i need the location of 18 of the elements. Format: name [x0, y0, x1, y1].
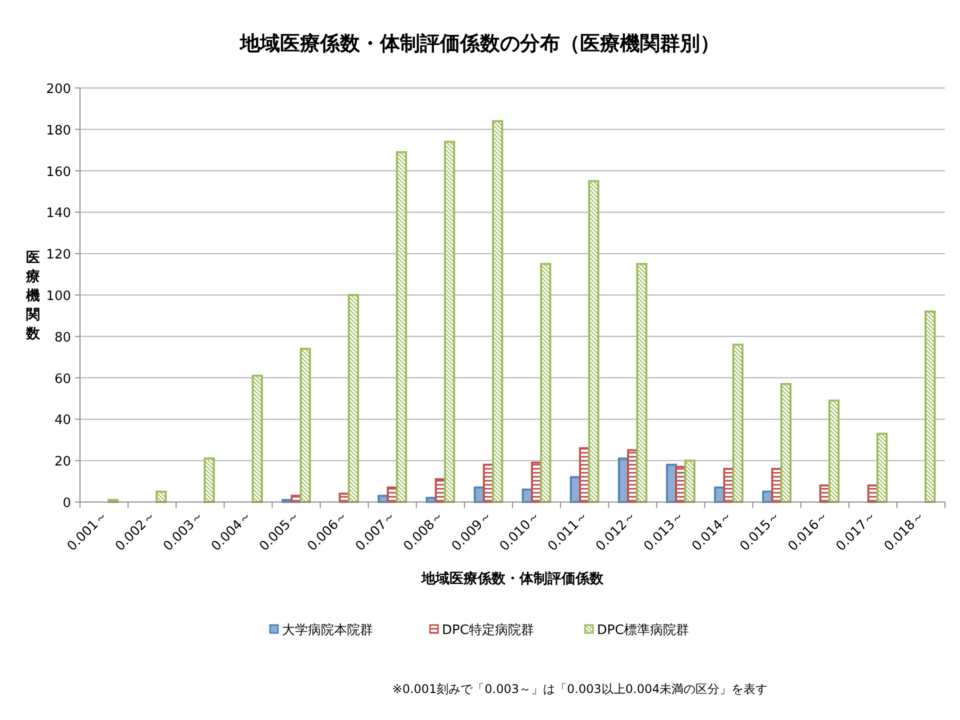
y-tick-label: 20 — [54, 454, 71, 470]
legend-label: 大学病院本院群 — [282, 623, 373, 638]
y-axis-title: 医療機関数 — [25, 250, 41, 342]
y-tick-label: 60 — [54, 372, 71, 387]
legend-label: DPC特定病院群 — [442, 623, 534, 638]
y-tick-label: 200 — [46, 82, 71, 97]
y-tick-label: 140 — [46, 206, 71, 222]
chart-title: 地域医療係数・体制評価係数の分布（医療機関群別） — [239, 31, 720, 55]
x-axis-title: 地域医療係数・体制評価係数 — [420, 570, 604, 587]
y-tick-label: 80 — [54, 330, 71, 346]
text: ※0.001刻みで「0.003～」は「0.003以上0.004未満の区分」を表す — [392, 682, 768, 696]
y-tick-label: 40 — [54, 413, 71, 428]
y-tick-label: 100 — [46, 289, 71, 304]
legend-label: DPC標準病院群 — [597, 623, 689, 638]
y-tick-label: 0 — [62, 496, 71, 511]
y-tick-label: 120 — [46, 248, 71, 263]
y-tick-label: 180 — [46, 123, 71, 138]
y-tick-label: 160 — [46, 164, 71, 180]
